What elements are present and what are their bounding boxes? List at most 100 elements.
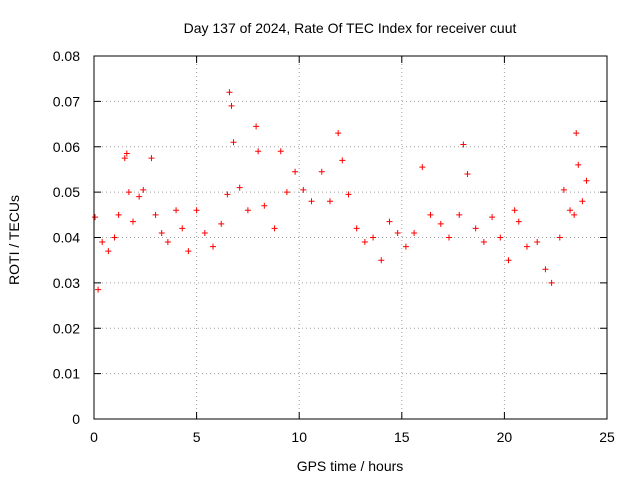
data-points — [92, 89, 590, 293]
data-point — [511, 207, 518, 214]
data-point — [542, 266, 549, 273]
data-point — [489, 214, 496, 221]
data-point — [136, 193, 143, 200]
data-point — [560, 186, 567, 193]
data-point — [573, 130, 580, 137]
y-tick-label: 0.01 — [53, 366, 80, 382]
data-point — [335, 130, 342, 137]
data-point — [236, 184, 243, 191]
y-tick-label: 0 — [72, 411, 80, 427]
data-point — [255, 148, 262, 155]
axis-ticks — [93, 55, 608, 420]
x-tick-label: 5 — [193, 429, 201, 445]
data-point — [210, 243, 217, 250]
data-point — [515, 218, 522, 225]
data-point — [370, 234, 377, 241]
data-point — [179, 225, 186, 232]
data-point — [125, 189, 132, 196]
y-axis-label: ROTI / TECUs — [6, 195, 22, 285]
data-point — [99, 239, 106, 246]
data-point — [505, 257, 512, 264]
data-point — [152, 211, 159, 218]
data-point — [121, 155, 128, 162]
data-point — [583, 177, 590, 184]
y-tick-label: 0.05 — [53, 184, 80, 200]
data-point — [480, 239, 487, 246]
data-point — [326, 198, 333, 205]
data-point — [261, 202, 268, 209]
data-point — [386, 218, 393, 225]
y-tick-label: 0.07 — [53, 93, 80, 109]
y-tick-labels: 0 0.01 0.02 0.03 0.04 0.05 0.06 0.07 0.08 — [53, 48, 80, 427]
data-point — [224, 191, 231, 198]
data-point — [148, 155, 155, 162]
data-point — [571, 211, 578, 218]
x-tick-label: 15 — [394, 429, 410, 445]
data-point — [567, 207, 574, 214]
x-tick-label: 20 — [497, 429, 513, 445]
data-point — [394, 229, 401, 236]
data-point — [345, 191, 352, 198]
data-point — [158, 229, 165, 236]
x-tick-label: 25 — [599, 429, 615, 445]
data-point — [575, 161, 582, 168]
grid-lines — [94, 56, 607, 419]
y-tick-label: 0.06 — [53, 139, 80, 155]
data-point — [140, 186, 147, 193]
data-point — [123, 150, 130, 157]
data-point — [556, 234, 563, 241]
data-point — [419, 164, 426, 171]
data-point — [92, 214, 99, 221]
data-point — [111, 234, 118, 241]
data-point — [427, 211, 434, 218]
data-point — [218, 220, 225, 227]
data-point — [339, 157, 346, 164]
data-point — [445, 234, 452, 241]
data-point — [129, 218, 136, 225]
data-point — [253, 123, 260, 130]
data-point — [579, 198, 586, 205]
data-point — [378, 257, 385, 264]
data-point — [361, 239, 368, 246]
data-point — [244, 207, 251, 214]
data-point — [230, 139, 237, 146]
data-point — [460, 141, 467, 148]
data-point — [185, 248, 192, 255]
data-point — [201, 229, 208, 236]
x-tick-labels: 0 5 10 15 20 25 — [90, 429, 615, 445]
data-point — [464, 170, 471, 177]
data-point — [308, 198, 315, 205]
y-tick-label: 0.03 — [53, 275, 80, 291]
chart-title: Day 137 of 2024, Rate Of TEC Index for r… — [184, 20, 517, 36]
y-tick-label: 0.04 — [53, 230, 80, 246]
y-tick-label: 0.02 — [53, 320, 80, 336]
data-point — [277, 148, 284, 155]
data-point — [353, 225, 360, 232]
data-point — [283, 189, 290, 196]
data-point — [300, 186, 307, 193]
data-point — [437, 220, 444, 227]
data-point — [497, 234, 504, 241]
data-point — [164, 239, 171, 246]
data-point — [95, 286, 102, 293]
x-tick-label: 0 — [90, 429, 98, 445]
data-point — [318, 168, 325, 175]
data-point — [228, 102, 235, 109]
y-tick-label: 0.08 — [53, 48, 80, 64]
data-point — [105, 248, 112, 255]
data-point — [115, 211, 122, 218]
data-point — [534, 239, 541, 246]
data-point — [402, 243, 409, 250]
x-axis-label: GPS time / hours — [297, 458, 404, 474]
data-point — [472, 225, 479, 232]
data-point — [271, 225, 278, 232]
data-point — [226, 89, 233, 96]
data-point — [523, 243, 530, 250]
x-tick-label: 10 — [291, 429, 307, 445]
data-point — [173, 207, 180, 214]
data-point — [193, 207, 200, 214]
data-point — [292, 168, 299, 175]
data-point — [411, 229, 418, 236]
data-point — [548, 279, 555, 286]
